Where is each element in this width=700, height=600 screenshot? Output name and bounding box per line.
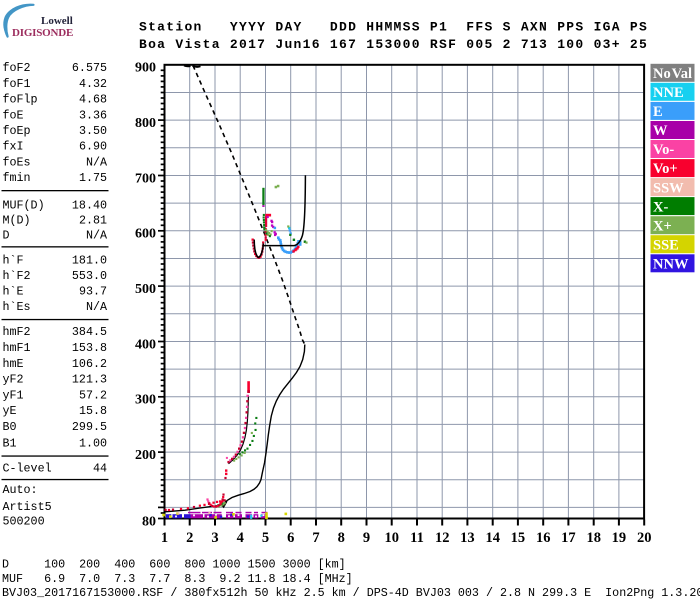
svg-text:foE: foE — [3, 108, 24, 122]
svg-text:299.5: 299.5 — [72, 420, 107, 434]
svg-text:1.00: 1.00 — [79, 437, 107, 451]
svg-text:15: 15 — [511, 530, 526, 546]
svg-text:Artist5: Artist5 — [3, 500, 52, 514]
svg-text:18.40: 18.40 — [72, 199, 107, 213]
svg-text:hmF1: hmF1 — [3, 341, 31, 355]
svg-text:W: W — [653, 123, 668, 139]
svg-text:700: 700 — [135, 171, 156, 186]
svg-text:fxI: fxI — [3, 140, 24, 154]
svg-text:6.90: 6.90 — [79, 140, 107, 154]
svg-text:80: 80 — [142, 515, 156, 530]
svg-text:121.3: 121.3 — [72, 373, 107, 387]
svg-text:D: D — [3, 229, 10, 243]
svg-text:3.50: 3.50 — [79, 124, 107, 138]
svg-text:384.5: 384.5 — [72, 325, 107, 339]
svg-text:h`F2: h`F2 — [3, 269, 31, 283]
svg-text:17: 17 — [561, 530, 576, 546]
svg-text:14: 14 — [485, 530, 500, 546]
svg-text:9: 9 — [363, 530, 370, 546]
svg-text:6: 6 — [287, 530, 294, 546]
svg-text:MUF 6.9 7.0 7.3 7.7 8.3: MUF 6.9 7.0 7.3 7.7 8.3 9.2 11.8 18.4 [M… — [2, 572, 353, 586]
svg-text:E: E — [653, 104, 663, 120]
svg-text:NNW: NNW — [653, 257, 689, 273]
svg-text:4.68: 4.68 — [79, 93, 107, 107]
svg-text:h`Es: h`Es — [3, 300, 31, 314]
svg-text:M(D): M(D) — [3, 214, 31, 228]
svg-text:4: 4 — [237, 530, 244, 546]
svg-text:foF2: foF2 — [3, 61, 31, 75]
svg-text:N/A: N/A — [86, 229, 108, 243]
svg-text:93.7: 93.7 — [79, 285, 107, 299]
svg-text:300: 300 — [135, 393, 156, 408]
svg-text:553.0: 553.0 — [72, 269, 107, 283]
svg-text:153.8: 153.8 — [72, 341, 107, 355]
svg-text:X+: X+ — [653, 218, 672, 234]
svg-text:200: 200 — [135, 448, 156, 463]
svg-text:2.81: 2.81 — [79, 214, 107, 228]
svg-text:fmin: fmin — [3, 171, 31, 185]
svg-text:foEs: foEs — [3, 155, 31, 169]
svg-text:Auto:: Auto: — [3, 483, 38, 497]
svg-text:20: 20 — [637, 530, 652, 546]
svg-text:yF1: yF1 — [3, 388, 24, 402]
svg-text:N/A: N/A — [86, 300, 108, 314]
svg-text:yF2: yF2 — [3, 373, 24, 387]
svg-text:19: 19 — [612, 530, 627, 546]
svg-text:16: 16 — [536, 530, 551, 546]
svg-text:h`F: h`F — [3, 254, 24, 268]
svg-text:7: 7 — [312, 530, 319, 546]
svg-text:2: 2 — [186, 530, 193, 546]
svg-text:hmE: hmE — [3, 357, 24, 371]
svg-text:N/A: N/A — [86, 155, 108, 169]
svg-text:11: 11 — [410, 530, 424, 546]
svg-text:Vo-: Vo- — [653, 142, 674, 158]
svg-text:MUF(D): MUF(D) — [3, 199, 45, 213]
svg-text:6.575: 6.575 — [72, 61, 107, 75]
svg-text:foEp: foEp — [3, 124, 31, 138]
svg-text:400: 400 — [135, 337, 156, 352]
svg-text:600: 600 — [135, 227, 156, 242]
svg-text:B0: B0 — [3, 420, 17, 434]
svg-text:5: 5 — [262, 530, 269, 546]
svg-text:106.2: 106.2 — [72, 357, 107, 371]
svg-text:SSW: SSW — [653, 180, 684, 196]
svg-text:C-level: C-level — [3, 462, 52, 476]
svg-text:1.75: 1.75 — [79, 171, 107, 185]
svg-text:Vo+: Vo+ — [653, 161, 678, 177]
svg-text:181.0: 181.0 — [72, 254, 107, 268]
svg-text:500: 500 — [135, 282, 156, 297]
svg-text:NNE: NNE — [653, 85, 684, 101]
svg-text:13: 13 — [460, 530, 475, 546]
svg-text:Station YYYY DAY DDD HHMMS: Station YYYY DAY DDD HHMMSS P1 FFS S AXN… — [139, 19, 648, 34]
svg-text:D 100 200 400 600 800: D 100 200 400 600 800 1000 1500 3000 [km… — [2, 558, 346, 572]
svg-text:foFlp: foFlp — [3, 93, 38, 107]
svg-text:10: 10 — [384, 530, 399, 546]
svg-text:3.36: 3.36 — [79, 108, 107, 122]
svg-text:SSE: SSE — [653, 237, 679, 253]
svg-text:B1: B1 — [3, 437, 17, 451]
svg-text:Boa Vista 2017 Jun16 167 15300: Boa Vista 2017 Jun16 167 153000 RSF 005 … — [139, 37, 648, 52]
svg-text:3: 3 — [211, 530, 218, 546]
svg-text:900: 900 — [135, 61, 156, 76]
svg-text:X-: X- — [653, 199, 668, 215]
svg-text:Lowell: Lowell — [41, 15, 73, 27]
svg-text:500200: 500200 — [3, 515, 45, 529]
svg-text:44: 44 — [93, 462, 107, 476]
svg-text:8: 8 — [338, 530, 345, 546]
svg-text:hmF2: hmF2 — [3, 325, 31, 339]
svg-text:1: 1 — [161, 530, 168, 546]
svg-text:57.2: 57.2 — [79, 388, 107, 402]
svg-text:foF1: foF1 — [3, 77, 31, 91]
svg-text:yE: yE — [3, 404, 17, 418]
svg-text:800: 800 — [135, 116, 156, 131]
svg-text:12: 12 — [435, 530, 450, 546]
svg-text:No Val: No Val — [653, 66, 692, 82]
svg-text:4.32: 4.32 — [79, 77, 107, 91]
svg-text:18: 18 — [586, 530, 601, 546]
svg-text:h`E: h`E — [3, 285, 24, 299]
svg-text:DIGISONDE: DIGISONDE — [12, 27, 73, 39]
svg-text:15.8: 15.8 — [79, 404, 107, 418]
svg-text:BVJ03_2017167153000.RSF / 380f: BVJ03_2017167153000.RSF / 380fx512h 50 k… — [2, 586, 700, 600]
